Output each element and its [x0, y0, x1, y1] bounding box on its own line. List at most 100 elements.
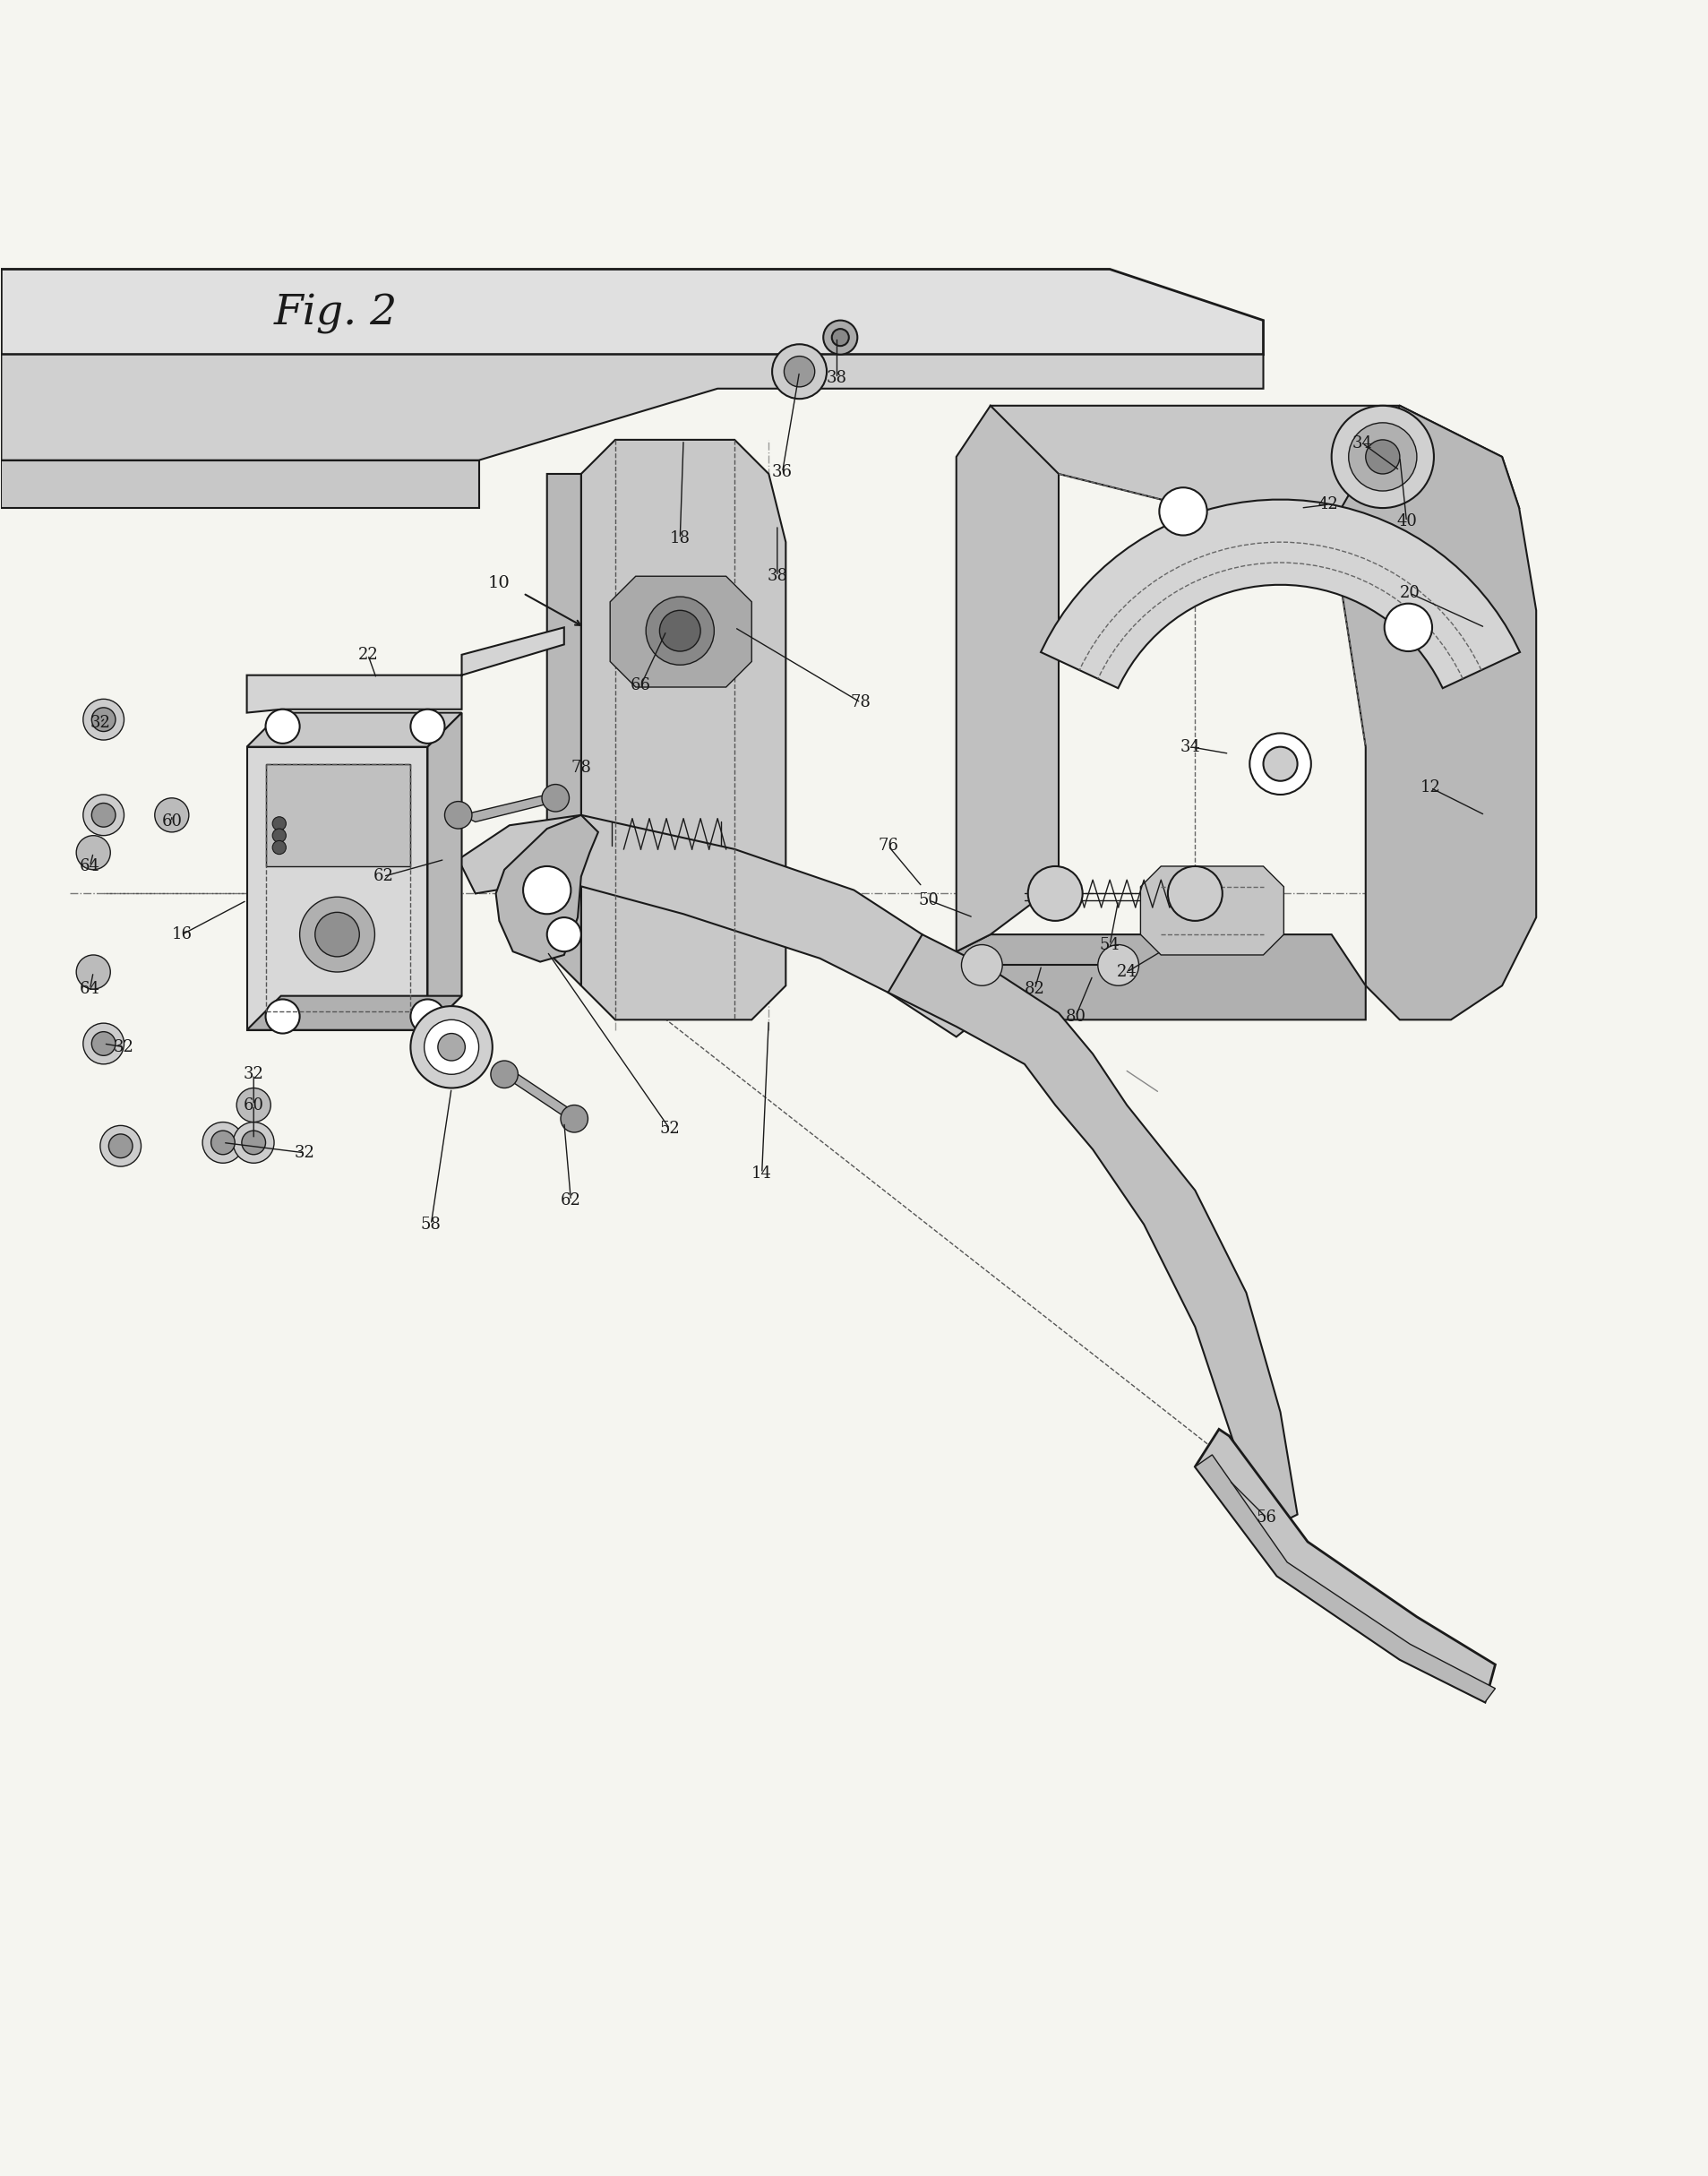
Text: 38: 38 [827, 370, 847, 387]
Circle shape [962, 944, 1003, 986]
Text: 10: 10 [488, 574, 511, 592]
Circle shape [1250, 733, 1312, 794]
Polygon shape [458, 816, 991, 1036]
Circle shape [84, 1023, 125, 1064]
Polygon shape [2, 270, 1264, 355]
Polygon shape [248, 746, 427, 1029]
Circle shape [272, 840, 285, 855]
Circle shape [77, 955, 111, 990]
Circle shape [92, 803, 116, 827]
Circle shape [547, 918, 581, 951]
Polygon shape [1196, 1430, 1494, 1702]
Polygon shape [248, 997, 461, 1029]
Text: 14: 14 [752, 1164, 772, 1182]
Polygon shape [248, 714, 461, 746]
Circle shape [243, 1132, 266, 1155]
Polygon shape [2, 461, 478, 507]
Text: 42: 42 [1319, 496, 1339, 514]
Circle shape [1349, 422, 1418, 492]
Polygon shape [266, 764, 410, 866]
Text: 40: 40 [1397, 514, 1418, 529]
Circle shape [832, 329, 849, 346]
Circle shape [490, 1060, 518, 1088]
Text: 36: 36 [772, 463, 793, 481]
Polygon shape [427, 714, 461, 1029]
Text: 32: 32 [114, 1038, 135, 1055]
Polygon shape [581, 440, 786, 1021]
Text: 34: 34 [1180, 740, 1201, 755]
Text: 62: 62 [560, 1192, 581, 1208]
Text: 58: 58 [420, 1216, 441, 1232]
Polygon shape [2, 355, 1264, 461]
Text: 20: 20 [1401, 585, 1421, 601]
Circle shape [101, 1125, 142, 1166]
Polygon shape [461, 794, 557, 823]
Circle shape [560, 1105, 588, 1132]
Circle shape [1332, 405, 1435, 507]
Text: 82: 82 [1025, 981, 1045, 997]
Circle shape [272, 829, 285, 842]
Circle shape [212, 1132, 236, 1155]
Circle shape [1264, 746, 1298, 781]
Polygon shape [495, 816, 598, 962]
Text: 60: 60 [162, 814, 183, 829]
Text: 50: 50 [919, 892, 939, 907]
Circle shape [1168, 866, 1223, 920]
Text: 38: 38 [767, 568, 787, 585]
Text: 56: 56 [1257, 1510, 1278, 1525]
Polygon shape [248, 627, 564, 714]
Text: 62: 62 [372, 868, 393, 883]
Text: 22: 22 [357, 646, 377, 664]
Circle shape [1098, 944, 1139, 986]
Circle shape [1385, 603, 1433, 651]
Text: 60: 60 [243, 1097, 265, 1114]
Text: 64: 64 [80, 857, 101, 875]
Text: 12: 12 [1421, 779, 1442, 796]
Circle shape [410, 1005, 492, 1088]
Circle shape [424, 1021, 478, 1075]
Polygon shape [1141, 866, 1284, 955]
Circle shape [92, 1031, 116, 1055]
Circle shape [84, 794, 125, 836]
Polygon shape [610, 577, 752, 688]
Circle shape [1028, 866, 1083, 920]
Circle shape [77, 836, 111, 870]
Polygon shape [1332, 405, 1535, 1021]
Text: Fig. 2: Fig. 2 [273, 294, 398, 333]
Circle shape [541, 783, 569, 812]
Circle shape [237, 1088, 270, 1123]
Text: 54: 54 [1100, 936, 1120, 953]
Text: 32: 32 [91, 716, 111, 731]
Polygon shape [1196, 1456, 1494, 1702]
Circle shape [266, 999, 299, 1034]
Circle shape [659, 609, 700, 651]
Circle shape [299, 897, 374, 973]
Polygon shape [1040, 500, 1520, 688]
Circle shape [444, 801, 471, 829]
Polygon shape [547, 474, 581, 986]
Polygon shape [991, 405, 1518, 524]
Text: 52: 52 [659, 1121, 680, 1138]
Circle shape [272, 816, 285, 831]
Text: 32: 32 [294, 1145, 314, 1160]
Circle shape [234, 1123, 273, 1162]
Circle shape [437, 1034, 465, 1060]
Circle shape [266, 709, 299, 744]
Text: 24: 24 [1117, 964, 1138, 979]
Polygon shape [888, 934, 1298, 1532]
Polygon shape [956, 934, 1366, 1021]
Text: 78: 78 [851, 694, 871, 712]
Text: 64: 64 [80, 981, 101, 997]
Text: 76: 76 [878, 838, 898, 853]
Circle shape [109, 1134, 133, 1158]
Circle shape [92, 707, 116, 731]
Text: 18: 18 [670, 531, 690, 546]
Polygon shape [956, 405, 1059, 951]
Circle shape [1366, 440, 1401, 474]
Circle shape [410, 999, 444, 1034]
Text: 32: 32 [244, 1066, 265, 1081]
Circle shape [84, 698, 125, 740]
Circle shape [823, 320, 857, 355]
Circle shape [314, 912, 359, 957]
Text: 34: 34 [1353, 435, 1373, 450]
